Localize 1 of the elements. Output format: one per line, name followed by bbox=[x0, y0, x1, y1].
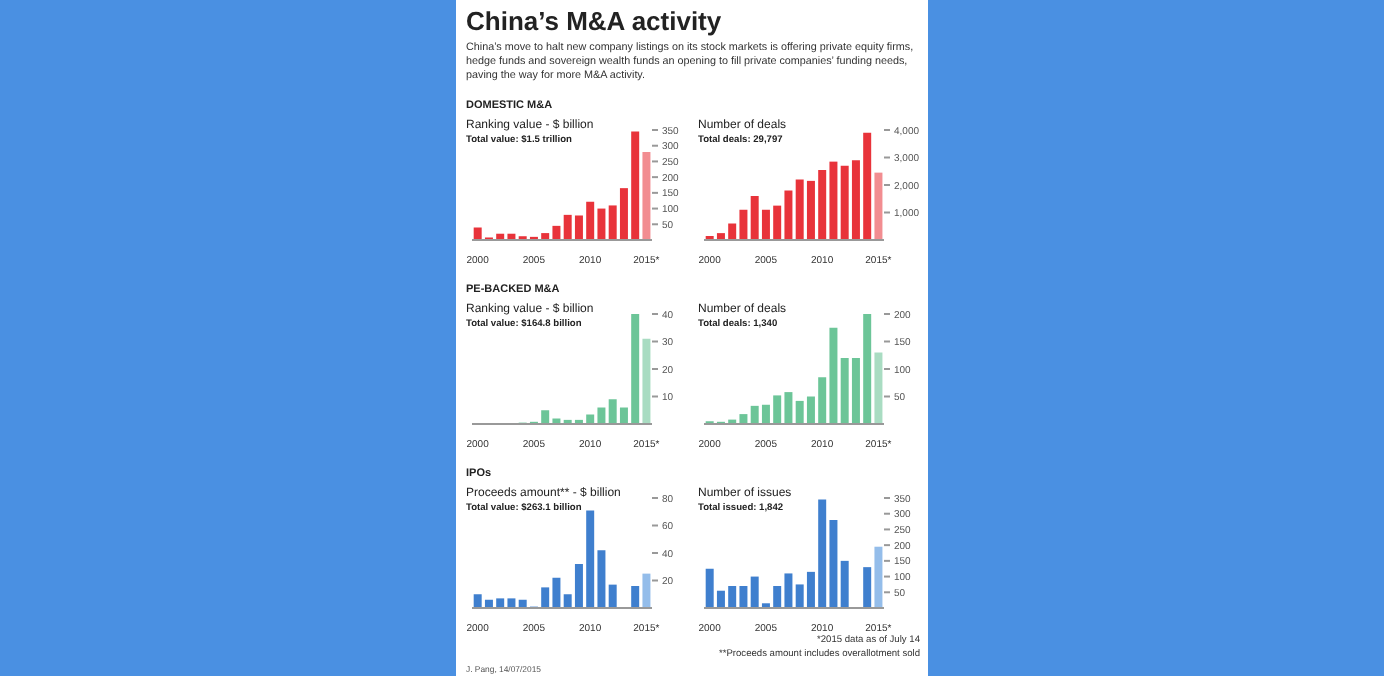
text: China’s M&A activity bbox=[466, 6, 722, 36]
